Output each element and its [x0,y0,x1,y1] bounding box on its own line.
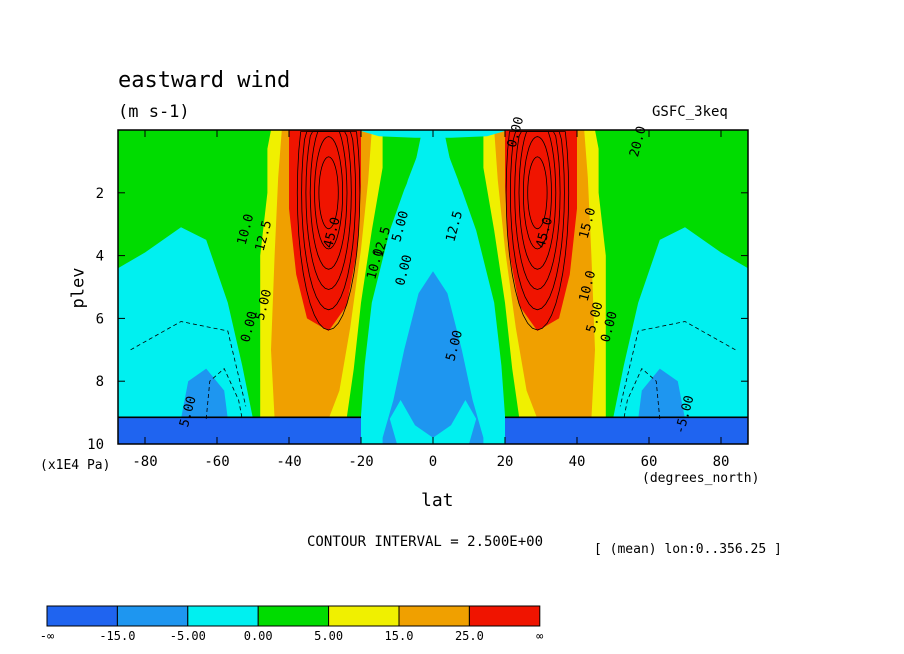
x-tick-label: 20 [497,454,514,470]
colorbar-swatch [46,605,118,627]
colorbar-swatch [468,605,541,627]
colorbar-swatch [116,605,189,627]
field-lightblue-north [638,368,685,419]
jet-contour-line [527,156,548,230]
y-tick-label: 10 [87,437,104,453]
field-cyan-surface [389,400,477,444]
colorbar-swatch [257,605,330,627]
x-tick-label: 80 [713,454,730,470]
colorbar-label: -∞ [40,629,54,643]
colorbar-label: 15.0 [385,629,414,643]
field-red-north [505,130,577,331]
x-tick-label: -40 [276,454,301,470]
jet-contour-line [296,131,361,331]
x-tick-label: 40 [569,454,586,470]
colorbar-label: -5.00 [170,629,206,643]
colorbar-label: 0.00 [244,629,273,643]
field-lightblue-equator [382,271,484,444]
x-axis-units: (degrees_north) [642,471,760,486]
dashed-contour-line [619,321,736,407]
colorbar-label: -15.0 [99,629,135,643]
y-tick-label: 2 [96,186,104,202]
x-tick-label: -80 [132,454,157,470]
field-deepblue-south [118,417,361,444]
colorbar-label: 25.0 [455,629,484,643]
dashed-contour-line [623,367,661,419]
dataset-name: GSFC_3keq [652,104,728,120]
chart-units: (m s-1) [118,102,190,122]
y-tick-label: 4 [96,249,104,265]
mean-note: [ (mean) lon:0..356.25 ] [594,542,782,557]
field-lightblue-south [181,368,228,419]
field-deepblue-north [505,417,748,444]
jet-contour-line [318,156,339,230]
jet-contour-line [314,136,343,250]
colorbar-label: 5.00 [314,629,343,643]
jet-contour-line [505,131,570,331]
y-tick-label: 8 [96,374,104,390]
y-tick-label: 6 [96,311,104,327]
y-axis-units: (x1E4 Pa) [40,458,111,473]
x-axis-label: lat [421,490,454,511]
x-tick-label: -20 [348,454,373,470]
dashed-contour-line [130,321,247,407]
dashed-contour-line [205,367,243,419]
colorbar-swatch [328,605,400,627]
jet-contour-line [522,136,552,250]
colorbar-swatch [187,605,259,627]
chart-title: eastward wind [118,68,291,93]
contour-interval-note: CONTOUR INTERVAL = 2.500E+00 [307,534,544,550]
colorbar-label: ∞ [536,629,543,643]
x-tick-label: 0 [429,454,437,470]
x-tick-label: -60 [204,454,229,470]
field-red-south [289,130,361,331]
x-tick-label: 60 [641,454,658,470]
colorbar-swatch [398,605,470,627]
